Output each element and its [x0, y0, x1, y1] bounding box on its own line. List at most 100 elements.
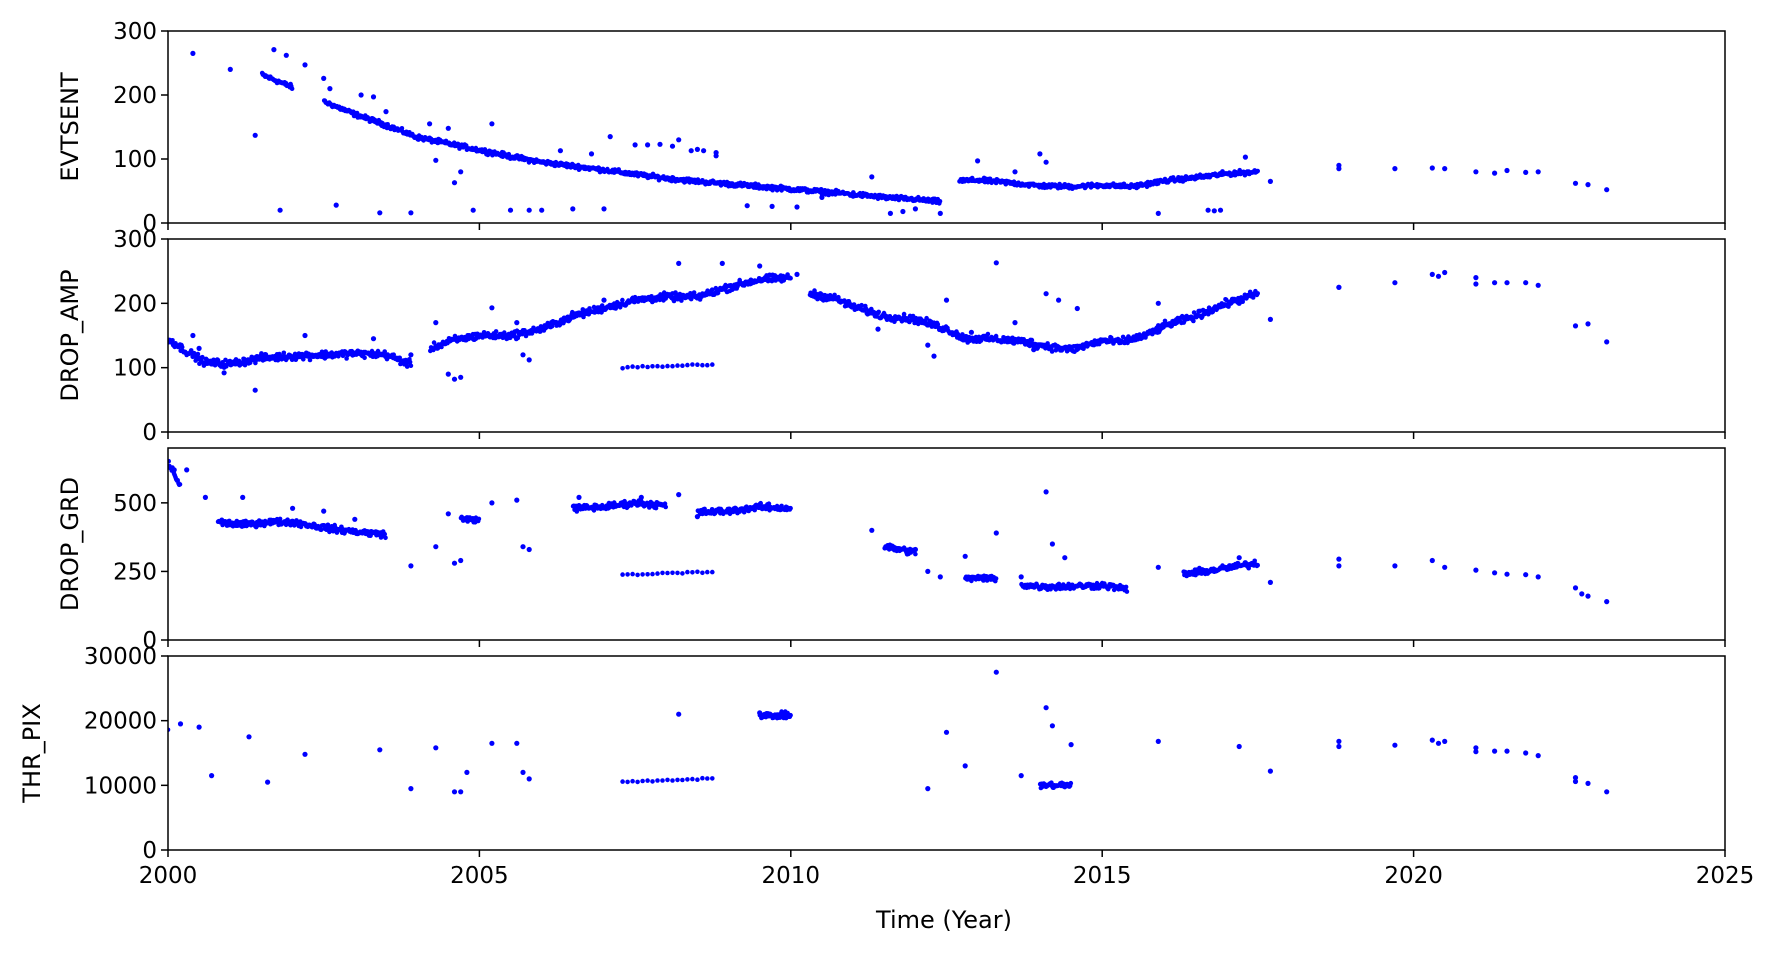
data-point — [625, 364, 630, 370]
data-point — [710, 776, 715, 781]
data-point — [1572, 180, 1579, 186]
data-point — [1155, 300, 1161, 306]
data-point — [302, 751, 308, 757]
panel-evtsent: 0 100 200 300 EVTSENT — [56, 19, 1726, 237]
data-point — [1255, 168, 1260, 174]
data-point — [1336, 284, 1342, 290]
panels: 0 100 200 300 EVTSENT 0 100 200 300 DROP_AMP 0 250 5… — [18, 19, 1754, 889]
data-point — [489, 740, 495, 746]
data-point — [246, 734, 252, 740]
data-point — [875, 326, 881, 332]
data-point — [1155, 210, 1161, 216]
x-axis-label: Time (Year) — [875, 906, 1012, 934]
data-point — [705, 362, 710, 368]
data-point — [1217, 207, 1224, 213]
data-point — [352, 516, 358, 522]
data-point — [630, 571, 635, 577]
data-point — [1442, 269, 1448, 276]
data-point — [670, 570, 675, 576]
data-point — [1037, 151, 1043, 157]
data-point — [302, 332, 308, 339]
data-point — [404, 364, 410, 369]
data-point — [327, 86, 333, 92]
data-point — [788, 712, 793, 718]
data-points — [168, 669, 1610, 795]
data-point — [177, 482, 183, 487]
data-point — [900, 208, 906, 215]
data-point — [1504, 748, 1510, 754]
data-point — [1392, 742, 1398, 748]
y-tick-label: 0 — [142, 628, 157, 654]
data-point — [937, 199, 943, 204]
data-point — [1535, 753, 1541, 759]
data-point — [1535, 282, 1541, 288]
data-point — [1429, 271, 1435, 277]
data-point — [993, 260, 999, 266]
panel-thr-pix: 0 10000 20000 30000 2000 2005 2010 2015 2020 2025… — [18, 644, 1754, 889]
data-point — [209, 773, 215, 779]
data-point — [937, 574, 943, 580]
data-point — [694, 514, 701, 520]
data-point — [1155, 738, 1161, 745]
y-tick-label: 30000 — [84, 644, 157, 670]
data-point — [1523, 169, 1529, 175]
data-point — [433, 157, 439, 163]
data-point — [985, 331, 991, 337]
data-point — [685, 362, 690, 368]
data-point — [1068, 780, 1074, 786]
data-point — [1473, 169, 1479, 175]
data-point — [507, 207, 514, 213]
data-point — [752, 507, 757, 513]
data-point — [362, 355, 367, 361]
data-point — [962, 763, 968, 769]
data-point — [620, 366, 625, 371]
data-point — [663, 504, 668, 510]
data-point — [1473, 567, 1479, 573]
data-point — [321, 508, 327, 514]
data-point — [458, 374, 464, 380]
data-point — [788, 505, 793, 511]
data-point — [1604, 339, 1610, 345]
data-point — [640, 572, 645, 577]
data-point — [196, 345, 202, 351]
data-point — [445, 371, 451, 377]
data-point — [489, 500, 495, 506]
data-point — [277, 207, 283, 213]
data-point — [700, 570, 705, 576]
data-point — [383, 109, 389, 115]
data-point — [680, 571, 685, 576]
data-point — [1267, 316, 1273, 322]
data-point — [458, 169, 464, 175]
data-point — [912, 206, 919, 212]
data-point — [570, 206, 576, 212]
data-point — [757, 710, 763, 716]
y-tick-label: 0 — [142, 211, 157, 237]
data-point — [1572, 585, 1579, 591]
data-point — [685, 777, 690, 782]
data-point — [676, 492, 682, 498]
data-point — [271, 47, 277, 53]
data-point — [675, 570, 680, 576]
data-point — [408, 363, 414, 369]
data-point — [675, 777, 680, 783]
data-point — [166, 19, 171, 24]
data-point — [758, 500, 763, 506]
data-point — [1336, 162, 1342, 168]
data-point — [526, 546, 532, 553]
data-point — [1435, 273, 1442, 279]
data-point — [451, 789, 458, 795]
panel-drop-grd: 0 250 500 DROP_GRD — [56, 447, 1726, 654]
data-point — [408, 786, 414, 792]
data-point — [514, 320, 520, 326]
data-point — [788, 276, 793, 281]
data-point — [675, 363, 680, 368]
data-point — [197, 361, 202, 367]
data-point — [676, 711, 682, 717]
data-point — [408, 352, 414, 358]
data-point — [1029, 337, 1035, 343]
data-point — [925, 568, 931, 575]
data-point — [240, 494, 246, 500]
data-point — [769, 203, 775, 209]
data-point — [451, 180, 458, 186]
data-point — [1062, 555, 1068, 561]
